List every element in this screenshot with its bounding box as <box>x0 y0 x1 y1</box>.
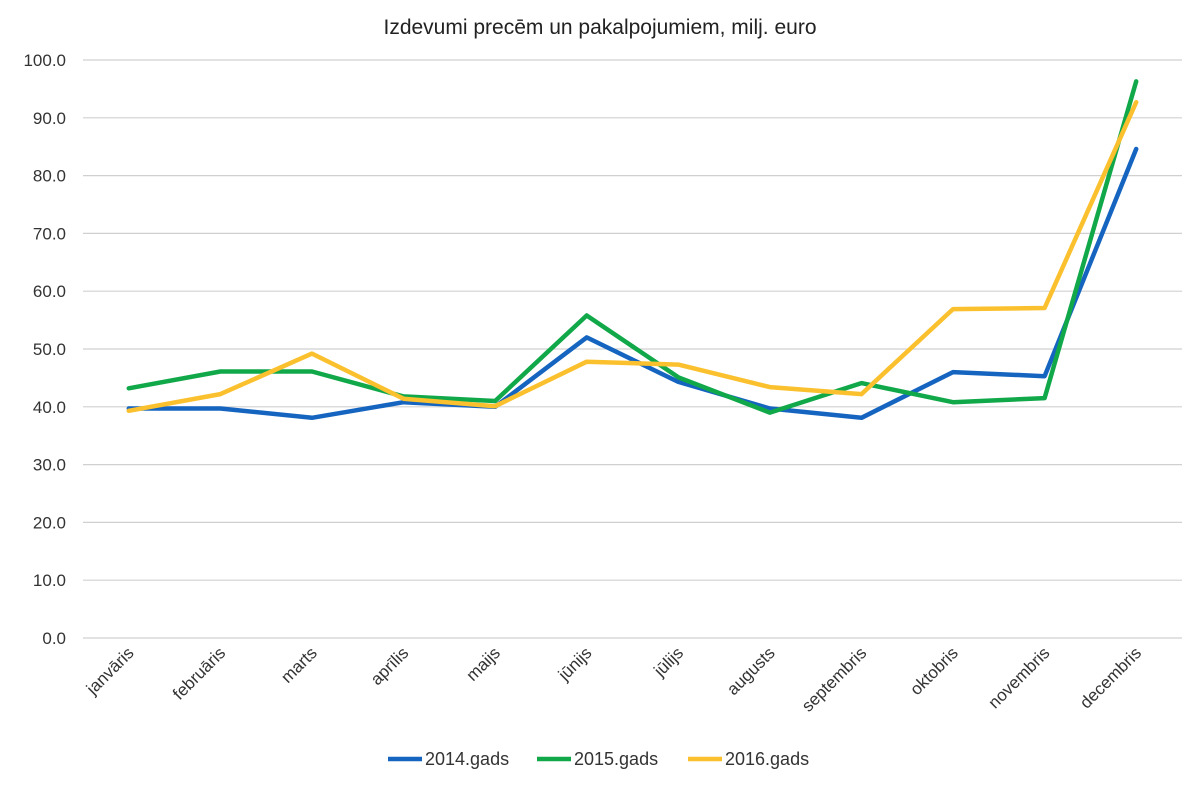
legend-label: 2015.gads <box>574 749 658 769</box>
y-tick-label: 90.0 <box>33 109 66 128</box>
x-tick-label: februāris <box>169 643 229 703</box>
x-axis-ticks: janvāris februāris marts aprīlis maijs jūnijs… <box>82 643 1145 715</box>
legend-label: 2014.gads <box>425 749 509 769</box>
series-line-2016-gads <box>126 99 1139 414</box>
y-tick-label: 70.0 <box>33 224 66 243</box>
x-tick-label: janvāris <box>82 643 138 699</box>
series-lines <box>126 79 1139 421</box>
y-tick-label: 40.0 <box>33 398 66 417</box>
y-tick-label: 80.0 <box>33 167 66 186</box>
x-tick-label: jūlijs <box>650 643 688 681</box>
y-tick-label: 60.0 <box>33 282 66 301</box>
x-tick-label: maijs <box>462 643 503 684</box>
x-tick-label: aprīlis <box>367 643 413 689</box>
chart-title: Izdevumi precēm un pakalpojumiem, milj. … <box>383 16 816 39</box>
series-line-2015-gads <box>126 79 1139 415</box>
legend: 2014.gads 2015.gads 2016.gads <box>388 749 809 769</box>
y-tick-label: 10.0 <box>33 571 66 590</box>
y-tick-label: 30.0 <box>33 456 66 475</box>
x-tick-label: augusts <box>723 643 779 699</box>
y-axis-ticks: 0.0 10.0 20.0 30.0 40.0 50.0 60.0 70.0 80.0 90.0 1… <box>23 51 66 648</box>
legend-label: 2016.gads <box>725 749 809 769</box>
x-tick-label: marts <box>277 643 320 686</box>
y-tick-label: 0.0 <box>42 629 66 648</box>
series-line-2014-gads <box>126 146 1139 421</box>
y-tick-label: 100.0 <box>23 51 66 70</box>
x-tick-label: oktobris <box>906 643 962 699</box>
x-tick-label: novembris <box>985 643 1054 712</box>
y-tick-label: 20.0 <box>33 513 66 532</box>
x-tick-label: septembris <box>798 643 870 715</box>
x-tick-label: jūnijs <box>554 643 596 685</box>
y-tick-label: 50.0 <box>33 340 66 359</box>
x-tick-label: decembris <box>1076 643 1145 712</box>
